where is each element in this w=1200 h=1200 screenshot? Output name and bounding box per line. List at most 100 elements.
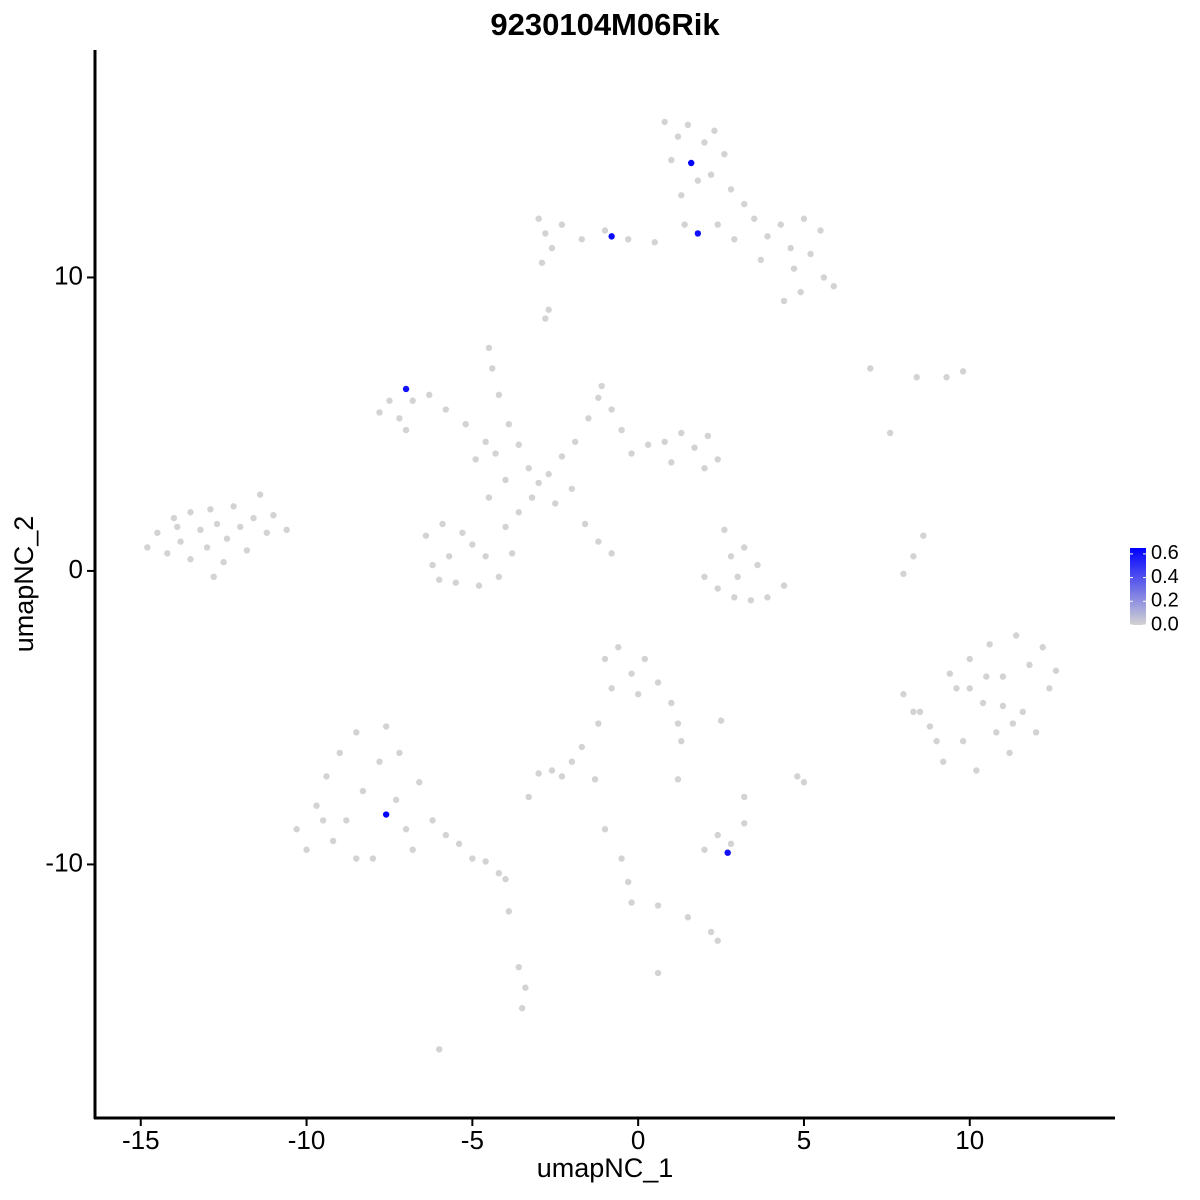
cell-point (250, 514, 257, 522)
cell-point (170, 514, 178, 522)
cell-point (830, 283, 838, 290)
cell-point (618, 426, 625, 434)
cell-point (900, 691, 907, 698)
y-tick-label: -10 (45, 847, 83, 877)
cell-point (359, 787, 367, 795)
cell-point (528, 494, 536, 501)
cell-point (707, 171, 715, 178)
cell-point (910, 708, 917, 716)
cell-point (283, 526, 290, 534)
cell-point (382, 723, 390, 730)
cell-point (678, 737, 685, 745)
cell-point (495, 870, 503, 877)
cell-point (538, 259, 546, 266)
cell-point (426, 391, 433, 399)
cell-point (313, 802, 320, 809)
cell-point (694, 230, 702, 237)
cell-point (1012, 632, 1020, 639)
y-axis-title: umapNC_2 (9, 516, 39, 653)
cell-point (933, 737, 940, 745)
cell-point (634, 691, 642, 698)
cell-point (601, 655, 609, 663)
cell-point (608, 233, 615, 240)
cell-point (780, 582, 788, 589)
cell-point (651, 239, 658, 246)
cell-point (684, 914, 692, 921)
cell-point (548, 767, 556, 774)
cell-point (916, 708, 924, 716)
cell-point (323, 773, 330, 780)
cell-point (382, 811, 390, 818)
cell-point (661, 118, 668, 126)
cell-point (545, 306, 552, 313)
cell-point (747, 597, 755, 604)
cell-point (429, 561, 436, 569)
cell-point (741, 793, 748, 801)
cell-point (469, 855, 476, 862)
cell-point (485, 494, 493, 501)
cell-point (966, 685, 973, 692)
color-tick-label: 0.4 (1151, 566, 1179, 588)
cell-point (256, 491, 264, 498)
cell-point (515, 963, 522, 971)
y-tick-label: 0 (69, 554, 83, 584)
cell-point (1026, 661, 1033, 669)
cell-point (678, 429, 685, 437)
cell-point (983, 673, 990, 680)
cell-point (237, 523, 244, 531)
cell-point (376, 758, 383, 765)
cell-point (704, 432, 711, 440)
cell-point (154, 529, 161, 536)
cell-point (482, 553, 489, 560)
cell-point (601, 227, 609, 234)
cell-point (727, 553, 735, 560)
cell-point (608, 406, 615, 413)
cell-point (707, 928, 715, 936)
cell-point (571, 438, 579, 446)
cell-point (741, 820, 748, 827)
cell-point (177, 538, 184, 545)
cell-point (203, 544, 211, 551)
cell-point (959, 737, 967, 745)
cell-point (535, 479, 542, 487)
cell-point (807, 250, 814, 258)
cell-point (595, 538, 602, 545)
cell-point (641, 655, 648, 663)
x-tick-label: 0 (631, 1125, 645, 1155)
cell-point (502, 523, 509, 531)
y-tick-label: 10 (54, 260, 83, 290)
cell-point (714, 585, 721, 592)
cell-point (741, 544, 748, 551)
cell-point (475, 582, 483, 589)
cell-point (263, 529, 270, 536)
cell-point (694, 177, 702, 184)
cell-point (369, 855, 377, 862)
cell-point (721, 526, 728, 534)
cell-point (794, 773, 801, 780)
cell-point (207, 506, 214, 513)
x-tick-label: 5 (797, 1125, 811, 1155)
color-tick-label: 0.2 (1151, 590, 1179, 612)
cell-point (668, 459, 675, 466)
cell-point (585, 415, 592, 422)
x-tick-label: -10 (288, 1125, 326, 1155)
cell-point (979, 699, 987, 707)
cell-point (505, 908, 513, 915)
cell-point (174, 523, 181, 531)
cell-point (674, 776, 682, 783)
cell-point (926, 723, 934, 730)
cell-point (472, 456, 479, 463)
cell-point (495, 573, 503, 581)
cell-point (757, 256, 765, 264)
cell-point (402, 385, 410, 393)
cell-point (943, 374, 950, 381)
cell-point (525, 465, 532, 472)
cell-point (797, 288, 804, 296)
cell-point (591, 776, 599, 783)
cell-point (495, 391, 503, 399)
cell-point (608, 550, 615, 557)
cell-point (197, 526, 204, 534)
cell-point (525, 793, 532, 801)
cell-point (618, 855, 625, 862)
